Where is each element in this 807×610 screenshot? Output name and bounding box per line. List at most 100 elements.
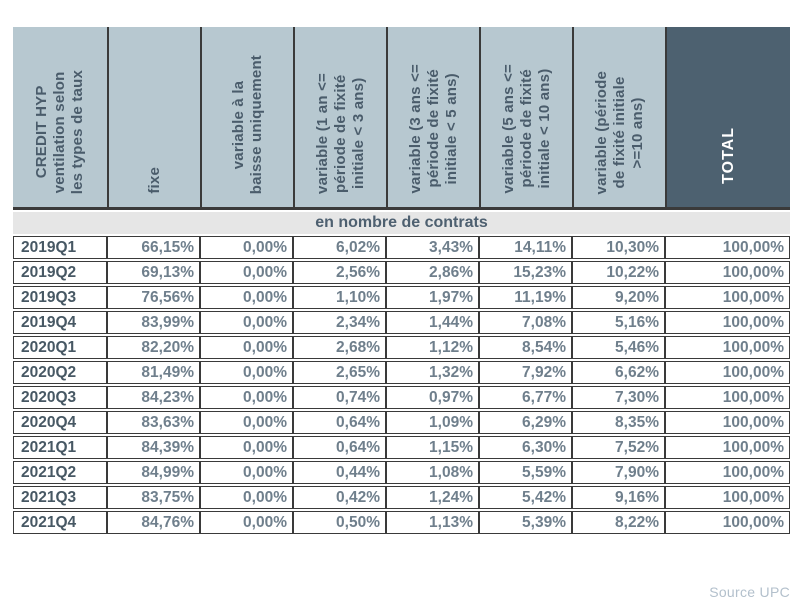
value-cell: 10,30% [572, 236, 665, 259]
value-cell: 84,23% [107, 386, 200, 409]
value-cell: 0,50% [293, 511, 386, 534]
value-cell: 1,08% [386, 461, 479, 484]
column-header-label: variable (1 an <= période de fixité init… [313, 73, 367, 194]
value-cell: 66,15% [107, 236, 200, 259]
value-cell: 0,00% [200, 286, 293, 309]
value-cell: 5,46% [572, 336, 665, 359]
value-cell: 0,64% [293, 411, 386, 434]
value-cell: 5,42% [479, 486, 572, 509]
row-label: 2019Q3 [13, 286, 107, 309]
column-header-label: TOTAL [719, 127, 737, 184]
section-band-row: en nombre de contrats [13, 212, 790, 234]
table-row: 2021Q4 84,76% 0,00% 0,50% 1,13% 5,39% 8,… [13, 511, 790, 534]
row-label: 2020Q3 [13, 386, 107, 409]
value-cell: 2,68% [293, 336, 386, 359]
value-cell: 7,30% [572, 386, 665, 409]
value-cell: 0,74% [293, 386, 386, 409]
value-cell: 0,00% [200, 311, 293, 334]
value-cell: 0,64% [293, 436, 386, 459]
value-cell: 6,29% [479, 411, 572, 434]
table-row: 2019Q1 66,15% 0,00% 6,02% 3,43% 14,11% 1… [13, 236, 790, 259]
value-cell: 100,00% [665, 286, 790, 309]
value-cell: 84,76% [107, 511, 200, 534]
column-header-total: TOTAL [665, 27, 790, 210]
value-cell: 8,22% [572, 511, 665, 534]
value-cell: 1,12% [386, 336, 479, 359]
row-label: 2020Q1 [13, 336, 107, 359]
table-row: 2019Q3 76,56% 0,00% 1,10% 1,97% 11,19% 9… [13, 286, 790, 309]
value-cell: 7,08% [479, 311, 572, 334]
column-header-variable-1-3-ans: variable (1 an <= période de fixité init… [293, 27, 386, 210]
value-cell: 7,52% [572, 436, 665, 459]
value-cell: 0,00% [200, 361, 293, 384]
value-cell: 3,43% [386, 236, 479, 259]
value-cell: 100,00% [665, 236, 790, 259]
value-cell: 82,20% [107, 336, 200, 359]
value-cell: 0,00% [200, 461, 293, 484]
value-cell: 2,56% [293, 261, 386, 284]
value-cell: 9,16% [572, 486, 665, 509]
column-header-label: CREDIT HYP ventilation selon les types d… [33, 69, 86, 194]
value-cell: 100,00% [665, 386, 790, 409]
table-row: 2020Q1 82,20% 0,00% 2,68% 1,12% 8,54% 5,… [13, 336, 790, 359]
value-cell: 83,75% [107, 486, 200, 509]
value-cell: 100,00% [665, 261, 790, 284]
row-label: 2021Q4 [13, 511, 107, 534]
row-label: 2021Q2 [13, 461, 107, 484]
value-cell: 76,56% [107, 286, 200, 309]
value-cell: 83,63% [107, 411, 200, 434]
value-cell: 1,24% [386, 486, 479, 509]
row-label: 2020Q2 [13, 361, 107, 384]
value-cell: 7,90% [572, 461, 665, 484]
value-cell: 100,00% [665, 336, 790, 359]
section-band-label: en nombre de contrats [13, 212, 790, 234]
value-cell: 10,22% [572, 261, 665, 284]
column-header-fixe: fixe [107, 27, 200, 210]
table-row: 2021Q1 84,39% 0,00% 0,64% 1,15% 6,30% 7,… [13, 436, 790, 459]
value-cell: 84,99% [107, 461, 200, 484]
column-header-credit-hyp: CREDIT HYP ventilation selon les types d… [13, 27, 107, 210]
value-cell: 0,44% [293, 461, 386, 484]
value-cell: 1,97% [386, 286, 479, 309]
value-cell: 100,00% [665, 411, 790, 434]
value-cell: 9,20% [572, 286, 665, 309]
value-cell: 1,32% [386, 361, 479, 384]
value-cell: 0,00% [200, 236, 293, 259]
value-cell: 6,30% [479, 436, 572, 459]
column-header-label: fixe [145, 167, 163, 194]
column-header-variable-baisse: variable à la baisse uniquement [200, 27, 293, 210]
value-cell: 8,35% [572, 411, 665, 434]
value-cell: 8,54% [479, 336, 572, 359]
value-cell: 0,42% [293, 486, 386, 509]
column-header-variable-3-5-ans: variable (3 ans <= période de fixité ini… [386, 27, 479, 210]
value-cell: 100,00% [665, 511, 790, 534]
value-cell: 1,13% [386, 511, 479, 534]
value-cell: 2,86% [386, 261, 479, 284]
source-caption: Source UPC [709, 584, 790, 600]
value-cell: 2,65% [293, 361, 386, 384]
table-row: 2020Q4 83,63% 0,00% 0,64% 1,09% 6,29% 8,… [13, 411, 790, 434]
value-cell: 0,00% [200, 486, 293, 509]
table-row: 2020Q3 84,23% 0,00% 0,74% 0,97% 6,77% 7,… [13, 386, 790, 409]
value-cell: 0,00% [200, 336, 293, 359]
value-cell: 81,49% [107, 361, 200, 384]
column-header-variable-10-ans: variable (période de fixité initiale >=1… [572, 27, 665, 210]
column-header-label: variable (3 ans <= période de fixité ini… [406, 64, 460, 194]
value-cell: 84,39% [107, 436, 200, 459]
table-row: 2021Q3 83,75% 0,00% 0,42% 1,24% 5,42% 9,… [13, 486, 790, 509]
row-label: 2020Q4 [13, 411, 107, 434]
table-row: 2021Q2 84,99% 0,00% 0,44% 1,08% 5,59% 7,… [13, 461, 790, 484]
value-cell: 69,13% [107, 261, 200, 284]
value-cell: 7,92% [479, 361, 572, 384]
value-cell: 0,00% [200, 411, 293, 434]
value-cell: 1,10% [293, 286, 386, 309]
value-cell: 14,11% [479, 236, 572, 259]
header-row: CREDIT HYP ventilation selon les types d… [13, 27, 790, 210]
table-row: 2020Q2 81,49% 0,00% 2,65% 1,32% 7,92% 6,… [13, 361, 790, 384]
column-header-variable-5-10-ans: variable (5 ans <= période de fixité ini… [479, 27, 572, 210]
value-cell: 100,00% [665, 436, 790, 459]
value-cell: 1,15% [386, 436, 479, 459]
value-cell: 6,62% [572, 361, 665, 384]
value-cell: 11,19% [479, 286, 572, 309]
column-header-label: variable (période de fixité initiale >=1… [592, 70, 646, 194]
